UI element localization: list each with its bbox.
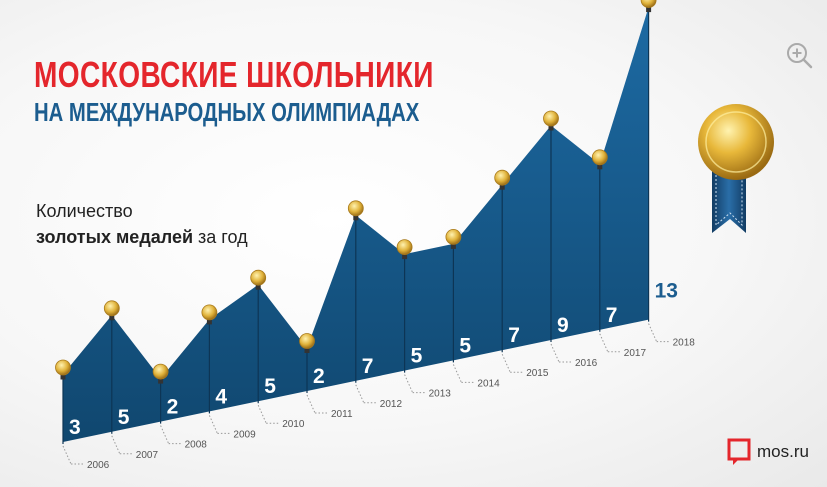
- chart-title-line1: МОСКОВСКИЕ ШКОЛЬНИКИ: [34, 54, 434, 95]
- gold-coin-marker: [152, 363, 169, 384]
- data-label: 2: [167, 396, 179, 419]
- year-leader: [62, 445, 72, 465]
- gold-coin-marker: [103, 300, 120, 321]
- x-tick-label: 2014: [477, 378, 500, 389]
- data-label: 4: [215, 385, 227, 408]
- x-tick-label: 2007: [136, 450, 159, 461]
- data-label: 9: [557, 314, 569, 337]
- x-tick-label: 2017: [624, 348, 647, 359]
- x-tick-label: 2013: [429, 389, 452, 400]
- data-label: 3: [69, 416, 81, 439]
- year-leader: [257, 404, 267, 424]
- year-leader: [452, 364, 462, 383]
- x-tick-label: 2009: [233, 429, 256, 440]
- subtitle-rest: за год: [193, 227, 248, 247]
- gold-coin-marker: [250, 269, 267, 290]
- x-tick-label: 2006: [87, 460, 110, 471]
- gold-medal-icon: [690, 95, 786, 245]
- data-label: 5: [264, 375, 276, 398]
- year-leader: [355, 384, 365, 404]
- data-label: 13: [655, 280, 678, 303]
- year-leader: [160, 425, 170, 444]
- data-label: 5: [118, 406, 130, 429]
- gold-coin-marker: [591, 149, 608, 170]
- chart-title-line2: НА МЕЖДУНАРОДНЫХ ОЛИМПИАДАХ: [34, 97, 420, 127]
- data-label: 7: [606, 304, 618, 327]
- year-leader: [111, 435, 121, 455]
- gold-coin-marker: [55, 359, 71, 380]
- mos-logo-icon: [727, 438, 751, 465]
- gold-coin-marker: [640, 0, 657, 13]
- gold-coin-marker: [201, 304, 218, 325]
- gold-coin-marker: [299, 333, 315, 353]
- subtitle-line1: Количество: [36, 201, 133, 221]
- year-leader: [648, 323, 658, 342]
- x-tick-label: 2018: [673, 338, 696, 349]
- data-label: 7: [508, 324, 520, 347]
- year-leader: [550, 343, 560, 363]
- subtitle-bold: золотых медалей: [36, 227, 194, 247]
- x-tick-label: 2012: [380, 399, 403, 410]
- x-tick-label: 2010: [282, 419, 305, 430]
- subtitle-line2: золотых медалей за год: [36, 227, 248, 248]
- year-leader: [306, 394, 316, 414]
- year-leader: [404, 374, 414, 393]
- brand-label: mos.ru: [757, 442, 809, 461]
- gold-coin-marker: [543, 110, 559, 131]
- zoom-in-icon[interactable]: [785, 41, 815, 71]
- x-tick-label: 2011: [331, 409, 353, 420]
- gold-coin-marker: [396, 239, 413, 260]
- x-tick-label: 2015: [526, 368, 549, 379]
- gold-coin-marker: [347, 200, 364, 221]
- year-leader: [599, 333, 609, 353]
- data-label: 7: [362, 355, 374, 378]
- year-leader: [501, 353, 511, 373]
- gold-coin-marker: [445, 228, 462, 249]
- data-label: 5: [411, 345, 423, 368]
- year-leader: [208, 415, 218, 434]
- mos-ru-brand[interactable]: mos.ru: [727, 437, 809, 467]
- data-label: 5: [459, 334, 471, 357]
- gold-coin-marker: [494, 169, 511, 190]
- data-label: 2: [313, 365, 325, 388]
- x-tick-label: 2016: [575, 358, 598, 369]
- x-tick-label: 2008: [185, 440, 208, 451]
